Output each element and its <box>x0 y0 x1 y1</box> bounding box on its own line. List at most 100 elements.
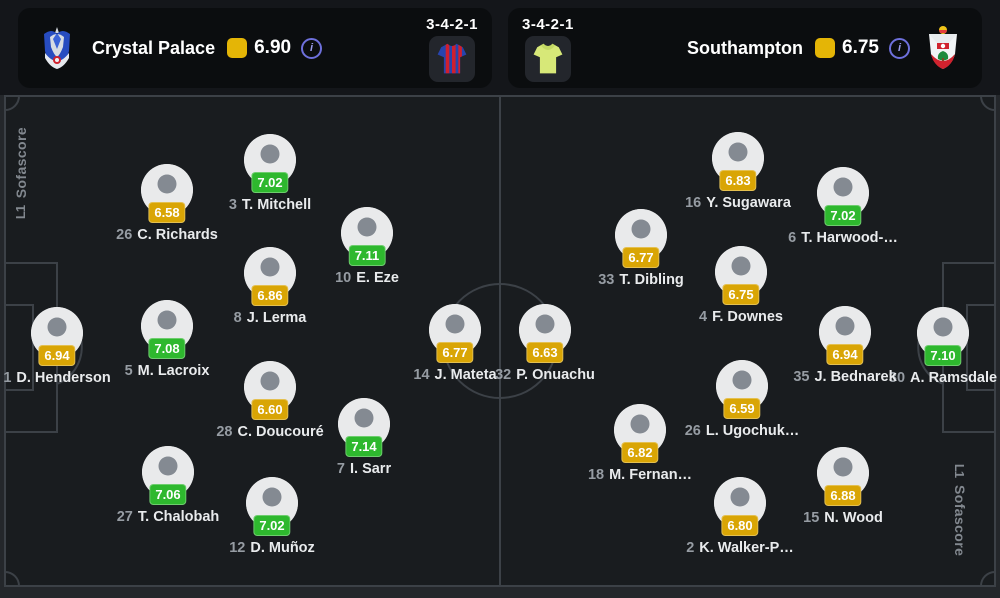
away-jersey-icon <box>524 36 571 82</box>
player-rating-badge: 7.06 <box>149 484 187 505</box>
player-label: 15 N. Wood <box>803 510 883 526</box>
player-rating-badge: 6.83 <box>719 170 757 191</box>
player-label: 1 D. Henderson <box>3 370 110 386</box>
player-rating-badge: 6.59 <box>723 398 761 419</box>
player-number: 18 <box>587 467 605 483</box>
player-name: Y. Sugawara <box>706 195 791 211</box>
player-name: T. Harwood-… <box>801 230 898 246</box>
player-label: 10 E. Eze <box>335 270 399 286</box>
player-rating-badge: 6.82 <box>621 442 659 463</box>
away-rating-color-box <box>815 38 836 58</box>
player-name: D. Henderson <box>16 370 111 386</box>
player-name: J. Bednarek <box>814 369 897 385</box>
player-number: 12 <box>229 540 246 556</box>
home-jersey-icon <box>429 36 476 82</box>
player-name: D. Muñoz <box>250 540 315 556</box>
player-label: 7 I. Sarr <box>337 461 391 477</box>
player-label: 8 J. Lerma <box>234 310 307 326</box>
player-rating-badge: 7.02 <box>824 205 862 226</box>
player-label: 2 K. Walker-P… <box>686 540 794 556</box>
player-number: 26 <box>116 227 133 243</box>
player-rating-badge: 6.77 <box>436 342 474 363</box>
home-rating-color-box <box>227 38 248 58</box>
player-label: 27 T. Chalobah <box>117 509 220 525</box>
home-team-rating: 6.90 <box>254 37 292 58</box>
away-rating-info-icon[interactable]: i <box>889 37 910 59</box>
player-number: 33 <box>598 272 615 288</box>
player-number: 7 <box>336 461 345 477</box>
player-name: T. Chalobah <box>137 509 220 525</box>
player-label: 30 A. Ramsdale <box>889 370 997 386</box>
southampton-crest-icon <box>929 26 957 69</box>
player-rating-badge: 6.88 <box>824 485 862 506</box>
player-label: 16 Y. Sugawara <box>685 195 791 211</box>
sofascore-wordmark: Sofascore <box>13 127 29 199</box>
player-rating-badge: 7.08 <box>148 338 186 359</box>
player-label: 32 P. Onuachu <box>495 367 595 383</box>
player-number: 4 <box>699 309 708 325</box>
player-rating-badge: 7.02 <box>251 172 289 193</box>
player-rating-badge: 7.02 <box>253 515 291 536</box>
player-number: 8 <box>233 310 242 326</box>
sofascore-watermark-left: Sofascore L1 <box>13 127 29 220</box>
player-rating-badge: 6.86 <box>251 285 289 306</box>
crystal-palace-crest-icon <box>44 27 70 69</box>
player-rating-badge: 7.11 <box>348 245 386 266</box>
home-team-header: Crystal Palace 6.90 i 3-4-2-1 <box>18 8 492 88</box>
player-name: K. Walker-P… <box>699 540 794 556</box>
player-number: 26 <box>684 423 701 439</box>
player-name: J. Lerma <box>246 310 307 326</box>
away-formation: 3-4-2-1 <box>522 16 574 33</box>
player-number: 5 <box>124 363 133 379</box>
sofascore-wordmark: Sofascore <box>952 485 968 557</box>
player-name: L. Ugochuk… <box>705 423 800 439</box>
player-name: C. Doucouré <box>237 424 324 440</box>
home-team-name: Crystal Palace <box>92 37 216 58</box>
player-name: J. Mateta <box>434 367 497 383</box>
home-rating-info-icon[interactable]: i <box>301 37 323 59</box>
player-name: M. Fernan… <box>609 467 693 483</box>
player-number: 10 <box>335 270 352 286</box>
player-name: F. Downes <box>712 309 783 325</box>
player-name: E. Eze <box>356 270 399 286</box>
player-label: 5 M. Lacroix <box>125 363 210 379</box>
player-number: 35 <box>793 369 810 385</box>
player-number: 14 <box>413 367 430 383</box>
player-number: 27 <box>116 509 133 525</box>
player-number: 1 <box>3 370 12 386</box>
player-name: N. Wood <box>824 510 883 526</box>
sofascore-logo-icon: L1 <box>952 463 968 478</box>
player-label: 14 J. Mateta <box>413 367 496 383</box>
player-name: M. Lacroix <box>137 363 210 379</box>
player-number: 15 <box>803 510 820 526</box>
player-label: 33 T. Dibling <box>598 272 684 288</box>
player-label: 28 C. Doucouré <box>216 424 323 440</box>
player-name: I. Sarr <box>349 461 392 477</box>
player-number: 28 <box>216 424 233 440</box>
player-label: 3 T. Mitchell <box>229 197 311 213</box>
player-label: 4 F. Downes <box>699 309 783 325</box>
player-name: P. Onuachu <box>516 367 595 383</box>
home-formation: 3-4-2-1 <box>426 16 478 33</box>
player-rating-badge: 6.94 <box>38 345 76 366</box>
player-rating-badge: 6.94 <box>826 344 864 365</box>
player-number: 32 <box>495 367 512 383</box>
away-team-rating: 6.75 <box>842 37 879 58</box>
sofascore-watermark-right: L1 Sofascore <box>952 463 968 556</box>
away-team-header: 3-4-2-1 Southampton 6.75 i <box>508 8 982 88</box>
player-name: C. Richards <box>137 227 218 243</box>
player-label: 26 L. Ugochuk… <box>685 423 800 439</box>
player-rating-badge: 7.14 <box>345 436 383 457</box>
player-name: T. Mitchell <box>241 197 312 213</box>
player-name: T. Dibling <box>619 272 684 288</box>
player-number: 3 <box>228 197 237 213</box>
player-name: A. Ramsdale <box>910 370 998 386</box>
player-rating-badge: 6.80 <box>721 515 759 536</box>
player-rating-badge: 6.77 <box>622 247 660 268</box>
player-label: 35 J. Bednarek <box>793 369 896 385</box>
player-number: 6 <box>788 230 797 246</box>
player-rating-badge: 6.75 <box>722 284 760 305</box>
player-label: 6 T. Harwood-… <box>788 230 898 246</box>
player-label: 18 M. Fernan… <box>588 467 692 483</box>
player-label: 26 C. Richards <box>116 227 218 243</box>
